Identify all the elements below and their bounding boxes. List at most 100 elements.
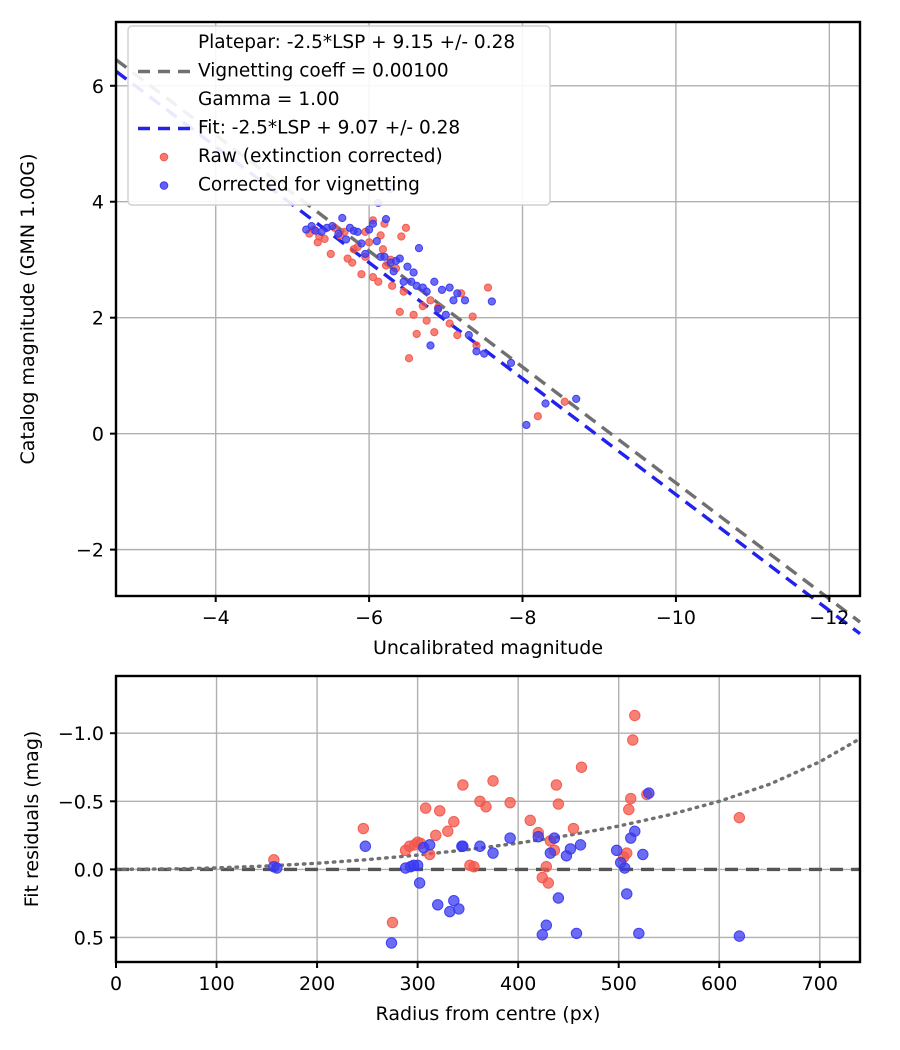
fit-residuals-point-1-39 [532,831,544,843]
magnitude-calibration-point-0-27 [412,329,421,339]
fit-residuals-xtick-label-5: 500 [601,973,637,995]
magnitude-calibration-point-0-23 [399,287,408,296]
magnitude-calibration-point-0-45 [376,231,385,240]
magnitude-calibration-point-1-33 [430,277,439,286]
fit-residuals-point-1-37 [733,930,746,942]
magnitude-calibration-point-0-33 [445,319,454,328]
magnitude-calibration-point-1-25 [403,262,412,271]
fit-residuals-point-0-16 [468,860,480,873]
magnitude-calibration-point-0-42 [533,412,542,421]
magnitude-calibration-point-1-11 [353,227,362,236]
magnitude-calibration-point-1-24 [399,277,408,286]
fit-residuals-point-1-2 [359,840,372,852]
magnitude-calibration-point-1-7 [338,213,347,223]
magnitude-calibration-point-1-19 [381,215,391,224]
fit-residuals-point-0-13 [448,816,460,828]
fit-residuals-point-0-37 [733,811,746,824]
magnitude-calibration-point-1-15 [368,219,378,228]
fit-residuals-point-1-13 [448,895,460,907]
magnitude-calibration-ytick-label-2: 2 [92,308,104,330]
magnitude-calibration-xtick-label-2: −8 [509,607,537,629]
magnitude-calibration-point-1-29 [414,244,424,253]
magnitude-calibration-point-1-39 [453,289,462,298]
magnitude-calibration-point-1-26 [407,277,416,286]
fit-residuals-point-0-29 [575,761,588,773]
fit-residuals-point-0-24 [540,860,553,873]
magnitude-calibration-ytick-label-0: −2 [76,540,104,562]
fit-residuals-point-0-19 [487,775,499,787]
fit-residuals-point-1-36 [643,787,655,799]
magnitude-calibration-point-1-32 [426,341,435,350]
magnitude-calibration-point-1-21 [389,267,398,276]
magnitude-calibration-point-0-22 [395,307,404,316]
fit-residuals-point-0-10 [430,829,442,842]
fit-residuals-point-0-35 [629,709,641,722]
fit-residuals-point-1-33 [629,825,641,837]
magnitude-calibration-xtick-label-4: −12 [809,607,849,629]
magnitude-calibration-point-0-14 [365,238,374,247]
magnitude-calibration-point-1-37 [445,283,454,292]
fit-residuals-yaxis-label: Fit residuals (mag) [21,731,43,908]
magnitude-calibration-point-1-44 [487,297,496,306]
magnitude-calibration-point-1-49 [541,399,550,408]
fit-residuals-xtick-label-6: 600 [701,973,737,995]
fit-residuals-point-1-18 [504,832,516,844]
magnitude-calibration-yaxis-label: Catalog magnitude (GMN 1.00G) [17,153,39,464]
fit-residuals-point-1-22 [548,832,561,844]
fit-residuals-point-1-11 [432,899,444,911]
fit-residuals-point-1-7 [411,859,424,871]
fit-residuals-point-0-28 [567,822,580,835]
magnitude-calibration-point-1-40 [460,296,470,305]
magnitude-calibration-point-0-20 [388,281,397,290]
magnitude-calibration-point-0-17 [378,245,388,254]
legend-label-1: Vignetting coeff = 0.00100 [198,61,449,82]
magnitude-calibration-point-1-27 [409,268,418,277]
fit-residuals-point-0-27 [552,798,565,810]
fit-residuals-point-1-17 [487,847,499,859]
magnitude-calibration-ytick-label-3: 4 [92,192,104,214]
fit-residuals-point-1-25 [564,843,577,855]
magnitude-calibration-point-1-13 [361,249,370,259]
magnitude-calibration-xtick-label-3: −10 [656,607,696,629]
fit-residuals-ytick-label-3: −1.0 [58,723,104,745]
magnitude-calibration-point-1-50 [506,358,516,368]
fit-residuals-point-0-31 [621,847,633,859]
magnitude-calibration-point-1-18 [380,252,389,261]
magnitude-calibration-point-1-23 [395,254,404,263]
fit-residuals-point-1-8 [413,877,426,889]
fit-residuals-point-1-1 [271,862,283,874]
fit-residuals-xtick-label-0: 0 [110,973,122,995]
magnitude-calibration-point-0-38 [483,283,493,292]
fit-residuals-line-vignetting-curve [114,736,862,872]
fit-residuals-point-1-16 [474,840,486,852]
legend-label-3: Fit: -2.5*LSP + 9.07 +/- 0.28 [198,118,460,139]
fit-residuals-xtick-label-2: 200 [299,973,335,995]
fit-residuals-point-1-19 [536,929,548,941]
magnitude-calibration-point-1-36 [441,310,450,319]
magnitude-calibration-point-0-9 [348,258,357,267]
magnitude-calibration-point-0-31 [430,328,439,337]
fit-residuals-point-1-38 [457,840,469,852]
magnitude-calibration-point-1-3 [317,227,326,236]
fit-residuals-xaxis-label: Radius from centre (px) [376,1003,601,1025]
magnitude-calibration-point-1-38 [449,296,458,305]
magnitude-calibration-point-1-35 [437,285,447,294]
fit-residuals-point-0-34 [627,734,639,746]
magnitude-calibration-point-0-28 [418,302,427,311]
magnitude-calibration-point-0-3 [320,234,329,243]
fit-residuals-ytick-label-1: 0.0 [74,859,104,881]
fit-residuals-xtick-label-1: 100 [198,973,234,995]
magnitude-calibration-point-1-47 [522,420,531,430]
fit-residuals-point-1-26 [570,927,583,940]
fit-residuals-point-1-31 [621,888,633,900]
fit-residuals-point-0-2 [386,916,399,929]
magnitude-calibration-point-0-15 [368,273,378,282]
legend-label-5: Corrected for vignetting [198,175,420,196]
magnitude-calibration-point-0-7 [313,238,322,247]
legend-label-4: Raw (extinction corrected) [198,146,443,167]
fit-residuals-point-1-34 [633,927,645,940]
fit-residuals-axes-frame [114,674,862,964]
fit-residuals-point-1-20 [540,919,553,931]
magnitude-calibration-point-1-16 [372,237,381,246]
